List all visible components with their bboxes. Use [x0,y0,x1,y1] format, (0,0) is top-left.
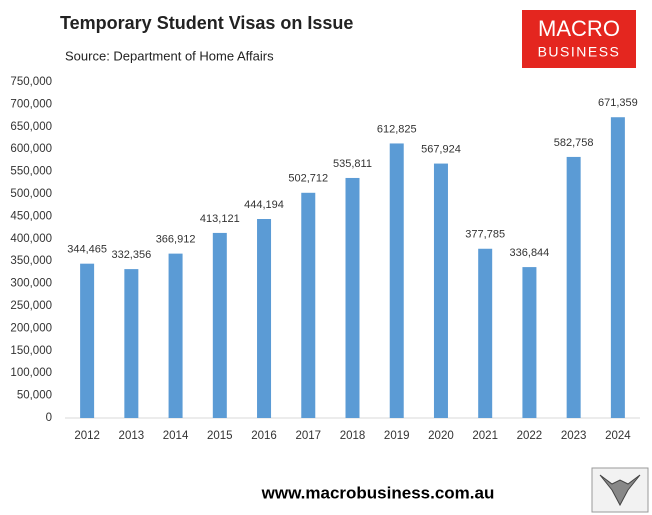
value-label: 344,465 [67,244,107,256]
y-tick-label: 300,000 [10,278,52,290]
x-tick-label: 2017 [295,430,321,442]
bar [522,267,537,418]
chart-title: Temporary Student Visas on Issue [60,13,353,33]
bar [566,156,581,418]
x-tick-label: 2022 [517,430,543,442]
bar [389,143,404,418]
x-tick-label: 2021 [472,430,498,442]
logo-text: BUSINESS [538,44,621,60]
y-tick-label: 750,000 [10,76,52,88]
chart-subtitle: Source: Department of Home Affairs [65,48,274,63]
y-tick-label: 400,000 [10,233,52,245]
y-tick-label: 550,000 [10,166,52,178]
logo-box [522,10,636,68]
bar [168,253,183,418]
y-tick-label: 500,000 [10,188,52,200]
y-tick-label: 700,000 [10,98,52,110]
x-tick-label: 2013 [119,430,145,442]
bar [124,269,139,418]
y-tick-label: 100,000 [10,367,52,379]
value-label: 336,844 [510,247,550,259]
y-tick-label: 250,000 [10,300,52,312]
value-label: 444,194 [244,199,284,211]
x-tick-label: 2014 [163,430,189,442]
bar [345,177,360,418]
value-label: 612,825 [377,123,417,135]
value-label: 366,912 [156,234,196,246]
x-tick-label: 2024 [605,430,631,442]
bar [80,263,95,418]
value-label: 332,356 [111,249,151,261]
website: www.macrobusiness.com.au [261,483,495,502]
y-tick-label: 450,000 [10,210,52,222]
x-tick-label: 2016 [251,430,277,442]
value-label: 413,121 [200,213,240,225]
bar [478,248,493,418]
value-label: 671,359 [598,97,638,109]
bar [212,232,227,418]
value-label: 582,758 [554,137,594,149]
y-tick-label: 150,000 [10,345,52,357]
x-tick-label: 2012 [74,430,100,442]
bar [610,117,625,418]
y-tick-label: 600,000 [10,143,52,155]
y-tick-label: 350,000 [10,255,52,267]
bar [257,219,272,418]
value-label: 502,712 [288,173,328,185]
x-tick-label: 2019 [384,430,410,442]
fox-icon [591,467,649,513]
x-tick-label: 2023 [561,430,587,442]
x-tick-label: 2015 [207,430,233,442]
bar [301,192,316,418]
bar [433,163,448,418]
logo-text: MACRO [538,16,620,41]
value-label: 535,811 [333,158,372,170]
x-tick-label: 2018 [340,430,366,442]
y-tick-label: 0 [46,412,52,424]
value-label: 377,785 [465,229,505,241]
y-tick-label: 200,000 [10,322,52,334]
y-tick-label: 50,000 [17,390,52,402]
y-tick-label: 650,000 [10,121,52,133]
x-tick-label: 2020 [428,430,454,442]
value-label: 567,924 [421,143,461,155]
